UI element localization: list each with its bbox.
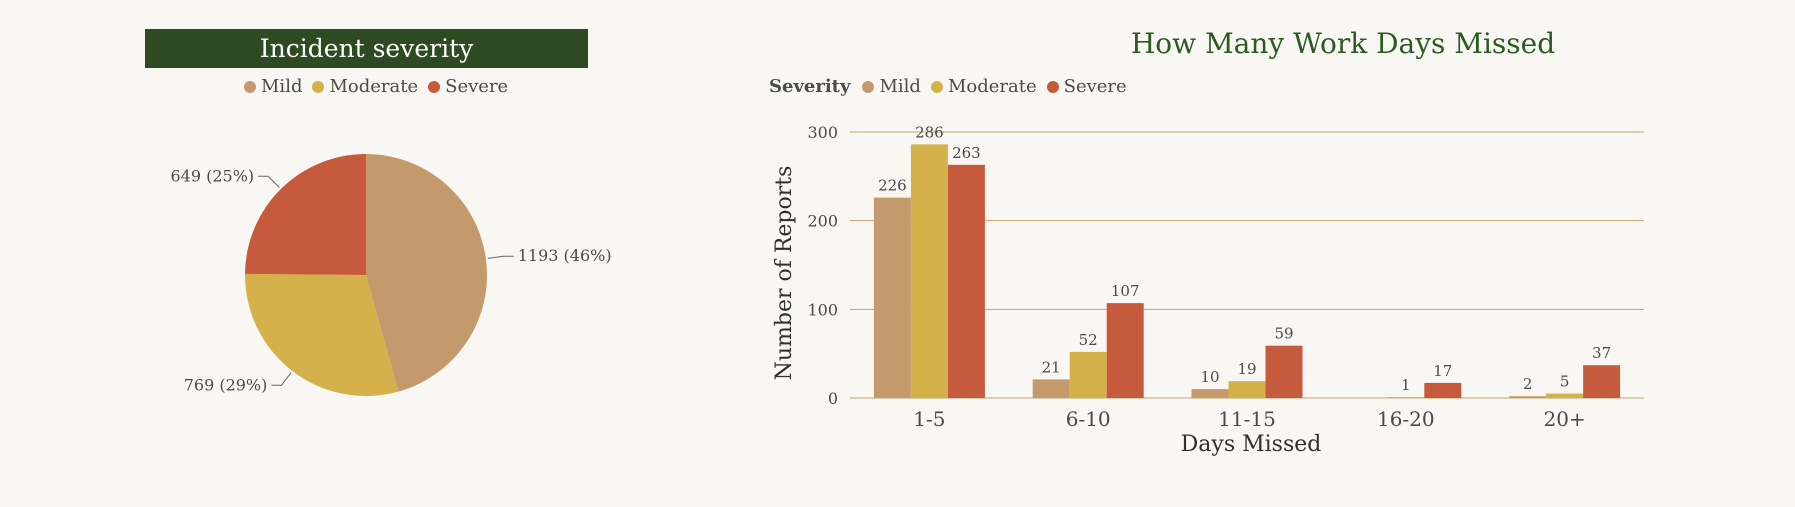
y-tick-label-200: 200 (807, 212, 838, 231)
bar-severe-1-5 (947, 164, 985, 398)
pie-slice-mild (366, 154, 487, 392)
bar-mild-11-15 (1191, 389, 1229, 398)
x-tick-label-1-5: 1-5 (913, 407, 945, 431)
bar-mild-20 (1509, 396, 1547, 398)
pie-leader-severe (258, 175, 280, 188)
pie-legend-label-moderate: Moderate (329, 76, 419, 97)
pie-legend-item-mild: Mild (244, 76, 302, 97)
bar-moderate-20 (1546, 393, 1584, 398)
pie-legend-item-severe: Severe (428, 76, 508, 97)
bar-severe-11-15 (1265, 345, 1303, 398)
bar-legend-swatch-moderate (930, 80, 943, 93)
bar-data-label-mild-20: 2 (1523, 375, 1533, 393)
bar-data-label-moderate-20: 5 (1560, 373, 1570, 391)
pie-legend-label-severe: Severe (445, 76, 509, 97)
pie-chart-panel: Incident severity Mild Moderate Severe 119… (0, 0, 740, 507)
bar-severe-16-20 (1424, 382, 1462, 398)
pie-legend-item-moderate: Moderate (312, 76, 418, 97)
bar-legend-label-mild: Mild (879, 76, 921, 97)
y-tick-label-300: 300 (807, 123, 838, 142)
bar-data-label-mild-11-15: 10 (1200, 368, 1219, 386)
pie-legend-label-mild: Mild (261, 76, 303, 97)
bar-data-label-mild-1-5: 226 (878, 177, 907, 195)
bar-mild-1-5 (873, 197, 911, 398)
bar-moderate-11-15 (1228, 381, 1266, 398)
pie-data-label-moderate: 769 (29%) (184, 375, 268, 394)
x-tick-label-6-10: 6-10 (1066, 407, 1111, 431)
bar-mild-6-10 (1032, 379, 1070, 398)
bar-severe-6-10 (1106, 303, 1144, 398)
pie-chart-title: Incident severity (145, 29, 588, 68)
bar-chart-title: How Many Work Days Missed (1130, 27, 1556, 60)
bar-data-label-severe-16-20: 17 (1433, 362, 1452, 380)
y-tick-label-0: 0 (828, 389, 838, 408)
bar-legend: Severity Mild Moderate Severe (769, 76, 1137, 97)
bar-legend-item-mild: Mild (862, 76, 921, 97)
pie-legend: Mild Moderate Severe (244, 76, 518, 97)
pie-leader-moderate (271, 372, 292, 386)
pie-chart: 1193 (46%) 769 (29%) 649 (25%) (170, 154, 612, 396)
x-tick-label-16-20: 16-20 (1377, 407, 1435, 431)
pie-legend-swatch-severe (428, 80, 441, 93)
pie-slice-moderate (244, 273, 399, 396)
bar-data-label-severe-6-10: 107 (1111, 282, 1140, 300)
bar-data-label-moderate-1-5: 286 (915, 123, 944, 141)
y-tick-label-100: 100 (807, 300, 838, 319)
pie-slice-severe (245, 154, 366, 275)
bar-moderate-6-10 (1069, 351, 1107, 398)
bar-data-label-moderate-11-15: 19 (1237, 360, 1256, 378)
bar-data-label-moderate-6-10: 52 (1079, 331, 1098, 349)
bar-data-label-severe-11-15: 59 (1274, 325, 1293, 343)
bar-legend-item-moderate: Moderate (930, 76, 1037, 97)
bar-legend-swatch-mild (862, 80, 875, 93)
bar-chart-panel: How Many Work Days Missed Severity Mild M… (740, 0, 1795, 507)
pie-legend-swatch-moderate (312, 80, 325, 93)
bar-legend-label-severe: Severe (1063, 76, 1127, 97)
bar-legend-swatch-severe (1046, 80, 1059, 93)
bar-moderate-1-5 (910, 144, 948, 398)
y-axis-title: Number of Reports (772, 166, 797, 381)
pie-data-label-mild: 1193 (46%) (518, 246, 612, 265)
bar-data-label-severe-20: 37 (1592, 344, 1611, 362)
bar-data-label-mild-6-10: 21 (1042, 358, 1061, 376)
bar-legend-item-severe: Severe (1046, 76, 1127, 97)
bar-legend-title: Severity (769, 76, 851, 97)
x-tick-label-11-15: 11-15 (1218, 407, 1276, 431)
bar-legend-label-moderate: Moderate (947, 76, 1037, 97)
bar-data-label-severe-1-5: 263 (952, 144, 981, 162)
pie-legend-swatch-mild (244, 80, 256, 93)
bar-severe-20 (1583, 365, 1621, 398)
pie-data-label-severe: 649 (25%) (170, 166, 254, 185)
pie-leader-mild (487, 255, 514, 259)
x-tick-label-20: 20+ (1543, 407, 1585, 431)
bar-moderate-16-20 (1387, 397, 1425, 398)
x-axis-title: Days Missed (1181, 432, 1322, 457)
bar-data-label-moderate-16-20: 1 (1401, 376, 1411, 394)
